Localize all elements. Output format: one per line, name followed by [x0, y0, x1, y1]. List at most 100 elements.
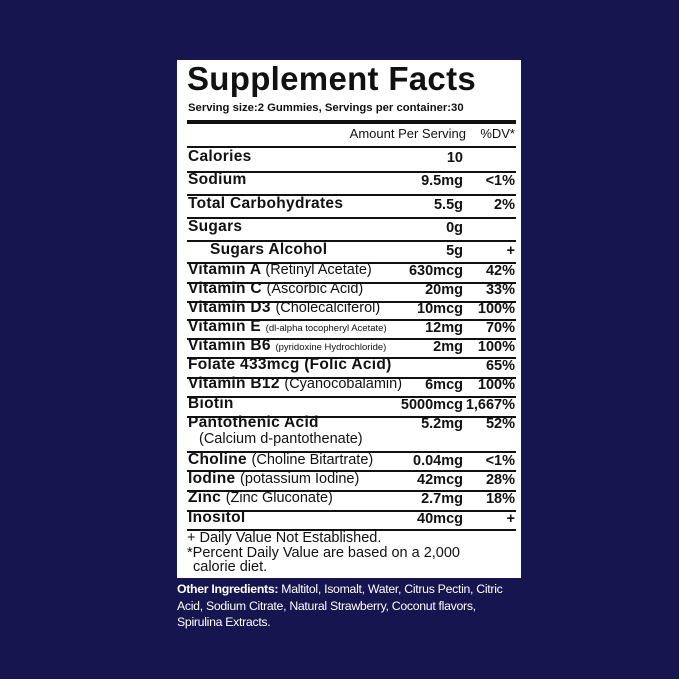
row-divider [187, 510, 516, 512]
supplement-facts-panel: Supplement Facts Serving size:2 Gummies,… [177, 60, 521, 578]
other-ingredients-text: Maltitol, Isomalt, Water, Citrus Pectin,… [177, 582, 503, 629]
nutrient-name-text: Vitamin B6 [188, 337, 271, 354]
nutrient-amount: 5.2mg [421, 416, 463, 432]
nutrient-row: Vitamin C (Ascorbic Acid) 20mg 33% [187, 278, 517, 298]
nutrient-name: Inositol [188, 509, 246, 527]
nutrient-source: (dl-alpha tocopheryl Acetate) [265, 323, 387, 334]
nutrient-dv: 1,667% [465, 397, 515, 413]
nutrient-name-text: Vitamin D3 [188, 299, 271, 316]
nutrient-amount: 0.04mg [413, 453, 463, 469]
nutrient-name-text: Sugars [188, 218, 243, 235]
nutrient-name-text: Vitamin E [188, 318, 262, 335]
nutrient-name-text: Folate 433mcg (Folic Acid) [188, 356, 392, 373]
nutrient-name-text: Choline [188, 451, 247, 468]
nutrient-row: Choline (Choline Bitartrate) 0.04mg <1% [187, 449, 517, 469]
nutrient-amount: 5g [446, 243, 463, 259]
nutrient-name: Choline (Choline Bitartrate) [188, 451, 373, 469]
nutrient-name: Pantothenic Acid [188, 414, 319, 432]
nutrient-row: Biotin 5000mcg 1,667% [187, 393, 517, 413]
nutrient-row: Vitamin D3 (Cholecalciferol) 10mcg 100% [187, 297, 517, 317]
nutrient-amount: 2mg [433, 339, 463, 355]
nutrient-name-text: Pantothenic Acid [188, 414, 319, 431]
nutrient-dv: <1% [485, 173, 515, 189]
nutrient-row: Inositol 40mcg + [187, 507, 517, 527]
nutrient-amount: 12mg [425, 320, 463, 336]
nutrient-name: Folate 433mcg (Folic Acid) [188, 356, 392, 374]
nutrient-row: Iodine (potassium Iodine) 42mcg 28% [187, 468, 517, 488]
nutrient-dv: 33% [485, 282, 515, 298]
nutrient-dv: 42% [485, 263, 515, 279]
nutrient-name: Sugars [188, 218, 242, 236]
nutrient-name-text: Sugars Alcohol [210, 241, 328, 258]
other-ingredients-label: Other Ingredients: [177, 582, 279, 596]
row-divider [187, 171, 516, 173]
nutrient-dv: + [506, 243, 515, 259]
nutrient-source: (Cyanocobalamin) [284, 376, 403, 392]
nutrient-name: Total Carbohydrates [188, 195, 343, 213]
row-divider [187, 240, 516, 242]
nutrient-amount: 5000mcg [400, 397, 463, 413]
nutrient-name: Sugars Alcohol [210, 241, 327, 259]
nutrient-name: Iodine (potassium Iodine) [188, 470, 359, 488]
nutrient-amount: 2.7mg [421, 491, 463, 507]
nutrient-source: (Retinyl Acetate) [265, 262, 372, 278]
nutrient-name: Vitamin C (Ascorbic Acid) [188, 280, 363, 298]
nutrient-name-text: Zinc [188, 489, 222, 506]
nutrient-dv: + [506, 511, 515, 527]
nutrient-source: (Zinc Gluconate) [225, 490, 333, 506]
row-divider [187, 377, 516, 379]
nutrient-name-text: Vitamin B12 [188, 375, 280, 392]
nutrient-row: Sodium 9.5mg <1% [187, 169, 517, 189]
header-divider [187, 146, 516, 148]
nutrient-source: (Calcium d-pantothenate) [199, 431, 363, 447]
nutrient-amount: 6mcg [425, 377, 463, 393]
nutrient-amount: 630mcg [408, 263, 463, 279]
row-divider [187, 338, 516, 340]
nutrient-name: Sodium [188, 171, 247, 189]
nutrient-row: Total Carbohydrates 5.5g 2% [187, 193, 517, 213]
nutrient-source: (pyridoxine Hydrochloride) [275, 342, 387, 353]
nutrient-amount: 40mcg [417, 511, 463, 527]
nutrient-dv: 2% [494, 197, 515, 213]
nutrient-name: Vitamin B12 (Cyanocobalamin) [188, 375, 402, 393]
nutrient-name: Vitamin D3 (Cholecalciferol) [188, 299, 380, 317]
nutrient-name-text: Total Carbohydrates [188, 195, 344, 212]
nutrient-dv: 52% [485, 416, 515, 432]
dv-header: %DV* [480, 126, 515, 141]
thick-divider [187, 120, 516, 124]
nutrient-dv: 28% [485, 472, 515, 488]
nutrient-row: Sugars 0g [187, 216, 517, 236]
nutrient-amount: 9.5mg [421, 173, 463, 189]
nutrient-row: Folate 433mcg (Folic Acid) 65% [187, 354, 517, 374]
row-divider [187, 262, 516, 264]
nutrient-row: Vitamin A (Retinyl Acetate) 630mcg 42% [187, 259, 517, 279]
nutrient-name: Biotin [188, 395, 234, 413]
nutrient-dv: 100% [477, 339, 515, 355]
row-divider [187, 217, 516, 219]
amount-per-serving-header: Amount Per Serving [349, 126, 466, 141]
row-divider [187, 357, 516, 359]
nutrient-dv: 100% [477, 377, 515, 393]
nutrient-name-text: Calories [188, 148, 252, 165]
nutrient-row: Vitamin B12 (Cyanocobalamin) 6mcg 100% [187, 373, 517, 393]
row-divider [187, 490, 516, 492]
nutrient-amount: 5.5g [433, 197, 463, 213]
row-divider [187, 319, 516, 321]
nutrient-amount: 10 [446, 150, 463, 166]
nutrient-row: Vitamin B6 (pyridoxine Hydrochloride) 2mg… [187, 335, 517, 355]
nutrient-row: Zinc (Zinc Gluconate) 2.7mg 18% [187, 487, 517, 507]
nutrient-name-text: Vitamin A [188, 261, 261, 278]
nutrient-source: (Cholecalciferol) [275, 300, 381, 316]
nutrient-name: Zinc (Zinc Gluconate) [188, 489, 333, 507]
row-divider [187, 470, 516, 472]
nutrient-row: Sugars Alcohol 5g + [187, 239, 517, 259]
nutrient-name-text: Sodium [188, 171, 247, 188]
row-divider [187, 451, 516, 453]
nutrient-name: Calories [188, 148, 252, 166]
nutrient-amount: 42mcg [417, 472, 463, 488]
nutrient-source: (Ascorbic Acid) [266, 281, 364, 297]
nutrient-name-text: Inositol [188, 509, 246, 526]
row-divider [187, 529, 516, 531]
nutrient-name-text: Vitamin C [188, 280, 262, 297]
panel-title: Supplement Facts [187, 60, 477, 97]
